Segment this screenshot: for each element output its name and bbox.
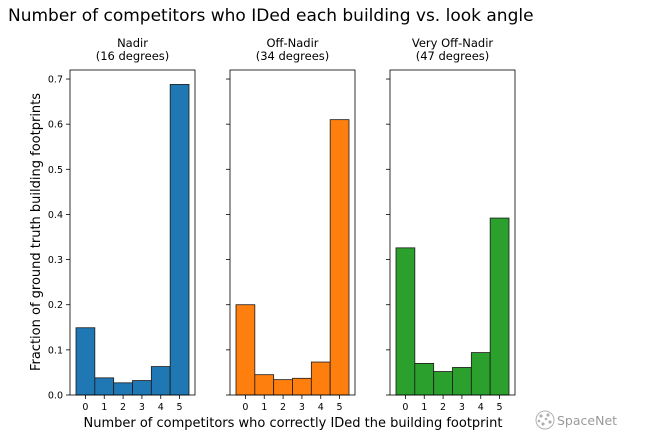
y-tick-label: 0.1 xyxy=(48,345,63,356)
axes-frame xyxy=(389,69,516,396)
x-tick-label: 4 xyxy=(158,402,164,413)
bar xyxy=(235,304,256,396)
panel-very-off-nadir: Very Off-Nadir (47 degrees) 0 1 2 3 4 5 xyxy=(386,36,516,413)
x-tick-label: 3 xyxy=(139,402,145,413)
y-tick-label: 0.3 xyxy=(48,255,63,266)
x-tick-label: 4 xyxy=(318,402,324,413)
bar xyxy=(132,380,152,396)
figure-title: Number of competitors who IDed each buil… xyxy=(8,6,534,26)
bar xyxy=(433,371,453,396)
y-tick-label: 0.5 xyxy=(48,165,63,176)
axes-frame xyxy=(229,69,356,396)
panel-nadir: Nadir (16 degrees) 0 1 2 3 4 5 0.0 0.1 0.2 0.3 0.4 0.… xyxy=(48,36,196,413)
x-tick-label: 3 xyxy=(299,402,305,413)
bar xyxy=(75,327,96,396)
bar xyxy=(273,379,293,396)
x-tick-label: 0 xyxy=(402,402,408,413)
spacenet-wordmark: SpaceNet xyxy=(557,413,617,428)
axes-frame xyxy=(69,69,196,396)
bar xyxy=(470,352,491,396)
panel-off-nadir: Off-Nadir (34 degrees) 0 1 2 3 4 5 xyxy=(226,36,356,413)
y-tick-label: 0.2 xyxy=(48,300,63,311)
bar xyxy=(94,377,115,396)
y-axis-label: Fraction of ground truth building footpr… xyxy=(29,93,44,371)
x-tick-label: 0 xyxy=(242,402,248,413)
bar xyxy=(292,377,312,396)
bar xyxy=(169,84,190,396)
spacenet-globe-icon xyxy=(535,410,555,430)
panel-title: Very Off-Nadir (47 degrees) xyxy=(412,36,494,63)
x-tick-label: 5 xyxy=(177,402,183,413)
bar xyxy=(395,247,416,396)
spacenet-logo: SpaceNet xyxy=(535,410,617,430)
bar xyxy=(150,366,171,396)
bar xyxy=(113,382,133,396)
x-axis-label: Number of competitors who correctly IDed… xyxy=(84,416,503,431)
x-tick-label: 2 xyxy=(120,402,126,413)
bar xyxy=(254,374,275,396)
x-tick-label: 1 xyxy=(421,402,427,413)
x-tick-label: 3 xyxy=(459,402,465,413)
x-tick-label: 2 xyxy=(440,402,446,413)
y-tick-label: 0.4 xyxy=(48,210,63,221)
x-tick-label: 2 xyxy=(280,402,286,413)
bar xyxy=(452,367,472,396)
x-tick-label: 1 xyxy=(101,402,107,413)
panel-title: Nadir (16 degrees) xyxy=(96,36,170,63)
bar xyxy=(489,217,510,396)
panel-title: Off-Nadir (34 degrees) xyxy=(256,36,330,63)
x-tick-label: 0 xyxy=(82,402,88,413)
x-tick-label: 5 xyxy=(497,402,503,413)
y-tick-label: 0.0 xyxy=(48,391,63,402)
bar xyxy=(329,119,350,396)
bar xyxy=(414,363,435,396)
bar xyxy=(310,361,331,396)
y-tick-label: 0.6 xyxy=(48,120,63,131)
x-tick-label: 1 xyxy=(261,402,267,413)
x-tick-label: 5 xyxy=(337,402,343,413)
x-tick-label: 4 xyxy=(478,402,484,413)
y-tick-label: 0.7 xyxy=(48,75,63,86)
